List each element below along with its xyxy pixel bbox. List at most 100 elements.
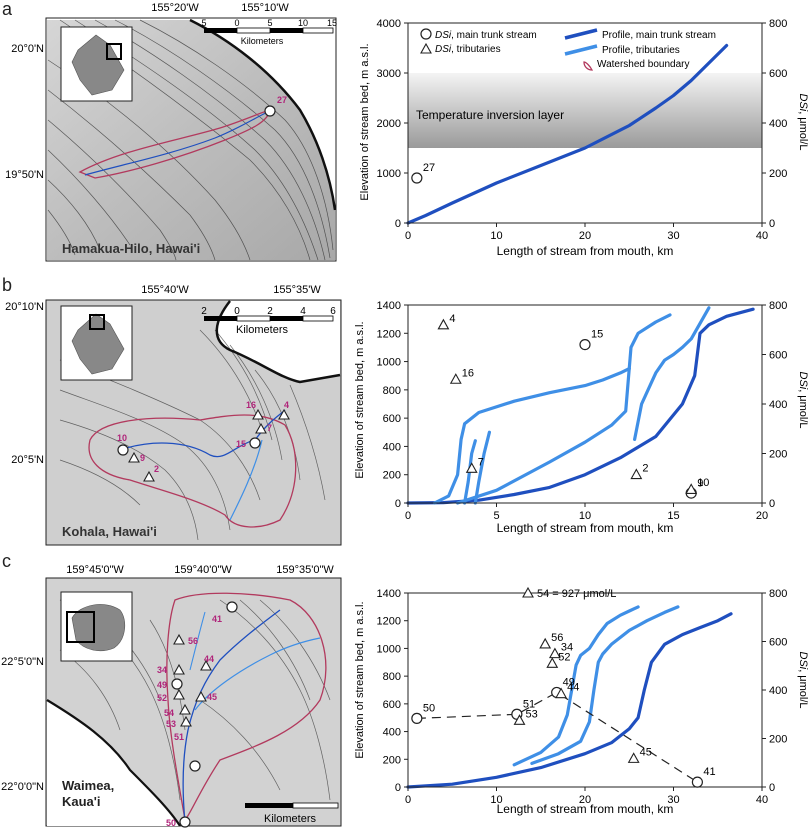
- tributary-profile-line: [633, 306, 711, 441]
- map-c-stream-trib: [194, 637, 321, 711]
- map-b-station: [117, 444, 129, 456]
- x-tick-label: 30: [667, 794, 679, 806]
- map-a-contours: [47, 19, 334, 261]
- map-b-station: [128, 451, 140, 463]
- map-c-station: [171, 678, 183, 690]
- legend-circle-marker: [420, 28, 432, 40]
- chart-a-y2label: DSi, μmol/L: [797, 93, 809, 150]
- y2-tick-label: 600: [769, 68, 787, 80]
- map-b-station-label: 4: [284, 400, 289, 410]
- dsi-circle-point: [411, 172, 423, 184]
- map-b-stream-main: [119, 409, 286, 458]
- y2-tick-label: 0: [769, 498, 775, 510]
- dsi-point-label: 49: [563, 676, 575, 688]
- legend-trib-line: [564, 44, 598, 56]
- trunk-profile-line: [406, 612, 733, 789]
- map-c-station-label: 52: [157, 693, 167, 703]
- dsi-point-label: 41: [703, 766, 715, 778]
- x-tick-label: 10: [490, 230, 502, 242]
- chart-a: 27 0 10 20 30 400100020003000400002004006008…: [359, 18, 809, 258]
- chart-c-xlabel: Length of stream from mouth, km: [497, 802, 674, 816]
- x-tick-label: 15: [667, 510, 679, 522]
- map-c-station: [173, 633, 185, 645]
- map-a-scale-tick: 5: [267, 18, 272, 28]
- chart-c-annotation-triangle: [522, 586, 534, 598]
- dsi-circle-point: [579, 339, 591, 351]
- y2-tick-label: 400: [769, 399, 787, 411]
- tributary-profile-line: [433, 367, 631, 505]
- dsi-point-label: 4: [449, 313, 455, 325]
- y-tick-label: 200: [383, 470, 401, 482]
- x-tick-label: 10: [490, 794, 502, 806]
- map-b-station: [143, 470, 155, 482]
- dsi-point-label: 45: [640, 746, 652, 758]
- map-a-scale-tick: 0: [234, 18, 239, 28]
- x-tick-label: 40: [756, 794, 768, 806]
- map-a-station-label: 27: [277, 95, 287, 105]
- tributary-profile-line: [456, 313, 672, 505]
- map-c-station-label: 44: [204, 654, 214, 664]
- y-tick-label: 2000: [377, 118, 401, 130]
- map-c-place-line2: Kaua'i: [62, 794, 101, 809]
- dsi-point-label: 56: [551, 632, 563, 644]
- y2-tick-label: 800: [769, 18, 787, 30]
- y-tick-label: 1000: [377, 643, 401, 655]
- map-c-station: [195, 690, 207, 702]
- map-a-lat-label: 20°0'N: [11, 43, 44, 55]
- map-c-watershed: [166, 592, 327, 822]
- map-b-scale-tick: 2: [267, 306, 273, 317]
- panel-letter-c: c: [2, 551, 11, 571]
- map-a: 27 5 0 5 10 15 Kilometers Hamakua-Hilo, …: [5, 2, 337, 262]
- y2-tick-label: 200: [769, 734, 787, 746]
- map-a-lon-label: 155°10'W: [241, 2, 289, 14]
- map-a-coastline: [189, 18, 337, 211]
- dsi-triangle-point: [627, 752, 640, 763]
- legend-watershed-label: Watershed boundary: [597, 59, 689, 70]
- y-tick-label: 800: [383, 385, 401, 397]
- dsi-triangle-point: [555, 687, 568, 699]
- legend-triangle-marker: [420, 42, 432, 54]
- dsi-triangle-point: [630, 468, 643, 480]
- map-a-scale-tick: 10: [298, 18, 308, 28]
- x-tick-label: 20: [579, 794, 591, 806]
- x-tick-label: 10: [579, 510, 591, 522]
- map-c-coastline: [46, 699, 181, 827]
- map-c-stream-trib: [189, 611, 206, 671]
- map-c-scale-unit: Kilometers: [264, 813, 316, 825]
- y2-tick-label: 600: [769, 350, 787, 362]
- map-c-station: [226, 601, 238, 613]
- trunk-profile-line: [406, 307, 755, 505]
- dsi-point-label: 50: [423, 702, 435, 714]
- map-b-station-label: 10: [117, 433, 127, 443]
- y2-tick-label: 800: [769, 588, 787, 600]
- trunk-profile-line: [406, 43, 729, 225]
- x-tick-label: 40: [756, 230, 768, 242]
- map-a-place-name: Hamakua-Hilo, Hawai'i: [62, 241, 200, 256]
- dsi-triangle-point: [465, 462, 478, 473]
- map-c-station: [180, 715, 192, 727]
- dsi-circle-point: [411, 712, 423, 724]
- map-c-lon-label: 159°45'0"W: [66, 564, 124, 576]
- panel-letter-b: b: [2, 275, 13, 295]
- map-a-scale-tick: 15: [327, 18, 337, 28]
- y-tick-label: 0: [395, 218, 401, 230]
- dsi-triangle-point: [449, 373, 462, 384]
- map-b-scale-tick: 4: [300, 306, 306, 317]
- map-a-scalebar: 5 0 5 10 15 Kilometers: [201, 18, 337, 46]
- y-tick-label: 1000: [377, 357, 401, 369]
- chart-c-y2label: DSi, μmol/L: [797, 651, 809, 708]
- dsi-point-label: 34: [561, 642, 573, 654]
- map-c-station-label: 34: [157, 665, 167, 675]
- x-tick-label: 20: [756, 510, 768, 522]
- chart-c-ylabel: Elevation of stream bed, m a.s.l.: [354, 601, 366, 758]
- y-tick-label: 1400: [377, 300, 401, 312]
- y2-tick-label: 0: [769, 218, 775, 230]
- legend-triangle-label: DSi, tributaries: [435, 44, 501, 55]
- chart-b-ylabel: Elevation of stream bed, m a.s.l.: [354, 321, 366, 478]
- map-b-scale-tick: 6: [330, 306, 336, 317]
- chart-a-xlabel: Length of stream from mouth, km: [497, 244, 674, 258]
- map-b-lon-label: 155°35'W: [273, 284, 321, 296]
- map-b-lat-label: 20°5'N: [11, 454, 44, 466]
